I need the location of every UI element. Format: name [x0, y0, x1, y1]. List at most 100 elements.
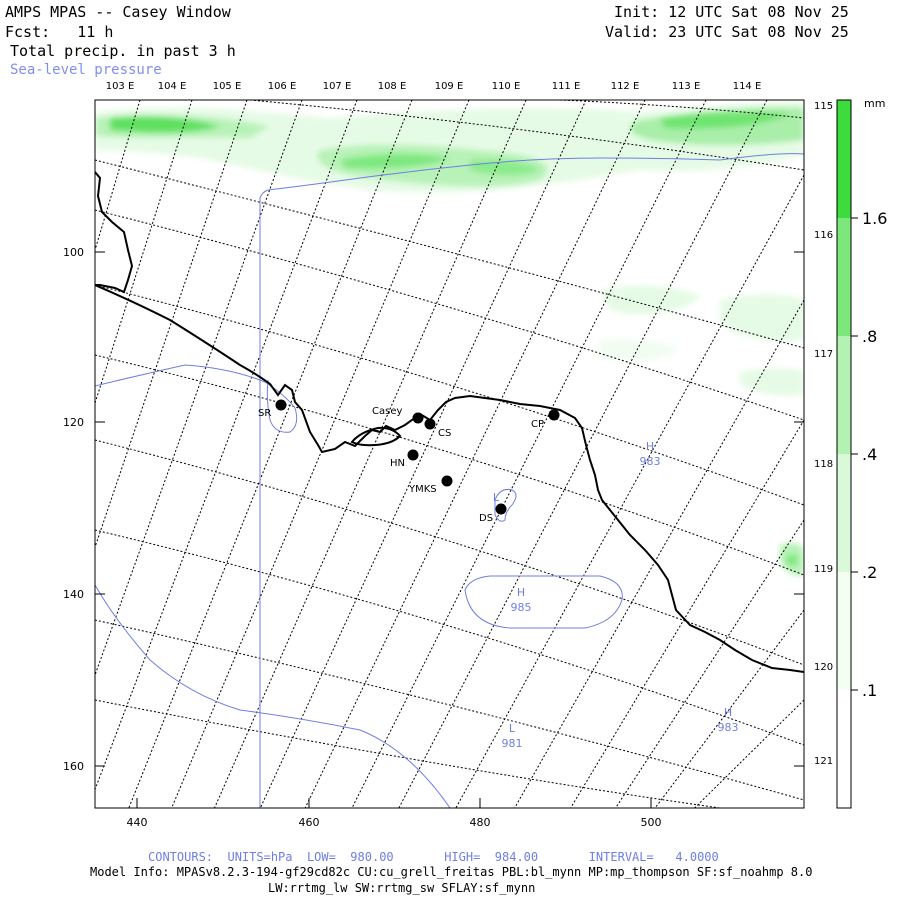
- lon-labels-top: 103 E 104 E 105 E 106 E 107 E 108 E 109 …: [106, 81, 762, 92]
- colorbar-label: .4: [862, 445, 877, 464]
- colorbar-swatch-0: [837, 690, 851, 808]
- y-tick-label: 160: [63, 760, 84, 773]
- x-tick-label: 480: [470, 816, 491, 829]
- y-tick-label: 100: [63, 246, 84, 259]
- longitude-line: [95, 100, 303, 677]
- longitude-line: [570, 419, 804, 808]
- longitude-line: [95, 100, 193, 405]
- field-name: Total precip. in past 3 h: [10, 42, 236, 60]
- longitude-line: [514, 299, 804, 808]
- station-marker-casey: [412, 412, 424, 424]
- lon-label: 107 E: [323, 81, 352, 92]
- pressure-center-value: 985: [511, 601, 532, 614]
- lon-labels-right: 115 E 116 E 117 E 118 E 119 E 120 E 121 …: [814, 101, 843, 767]
- pressure-center-symbol: H: [724, 706, 732, 719]
- station-label: HN: [390, 458, 405, 469]
- lon-label: 103 E: [106, 81, 135, 92]
- lon-label: 121 E: [814, 756, 843, 767]
- lon-label: 120 E: [814, 662, 843, 673]
- longitude-line: [351, 100, 707, 808]
- y-tick-labels: 100 120 140 160: [63, 246, 84, 773]
- station-label: CP: [531, 419, 544, 430]
- station-marker-hn: [407, 449, 419, 461]
- pressure-center-value: 983: [718, 721, 739, 734]
- lon-label: 119 E: [814, 564, 843, 575]
- longitude-line: [95, 100, 358, 791]
- colorbar-swatch-2: [837, 454, 851, 572]
- longitude-line: [398, 100, 768, 808]
- station-label: DS: [479, 513, 493, 524]
- pressure-center-value: 981: [502, 737, 523, 750]
- station-label: SR: [258, 408, 271, 419]
- physics-info: LW:rrtmg_lw SW:rrtmg_sw SFLAY:sf_mynn: [268, 881, 536, 895]
- colorbar-swatch-3: [837, 336, 851, 454]
- lon-label: 108 E: [378, 81, 407, 92]
- colorbar-label: 1.6: [862, 209, 887, 228]
- x-tick-labels: 440 460 480 500: [127, 816, 662, 829]
- lon-label: 111 E: [552, 81, 581, 92]
- longitude-line: [615, 519, 804, 808]
- lon-label: 115 E: [814, 101, 843, 112]
- map-title: AMPS MPAS -- Casey Window: [5, 3, 231, 21]
- lon-label: 116 E: [814, 230, 843, 241]
- y-tick-label: 120: [63, 416, 84, 429]
- coastline: [95, 171, 804, 673]
- station-marker-cp: [548, 409, 560, 421]
- longitude-line: [95, 100, 248, 549]
- longitude-line: [654, 609, 804, 808]
- x-tick-label: 460: [299, 816, 320, 829]
- colorbar-label: .8: [862, 327, 877, 346]
- valid-time: Valid: 23 UTC Sat 08 Nov 25: [605, 23, 849, 41]
- pressure-center-symbol: L: [493, 491, 500, 504]
- longitude-line: [304, 100, 646, 808]
- x-tick-label: 440: [127, 816, 148, 829]
- contour-info: CONTOURS: UNITS=hPa LOW= 980.00 HIGH= 98…: [148, 850, 719, 864]
- longitude-line: [95, 100, 141, 252]
- lon-label: 110 E: [492, 81, 521, 92]
- init-time: Init: 12 UTC Sat 08 Nov 25: [614, 3, 849, 21]
- graticule-lat: [95, 100, 804, 808]
- stations: SR Casey CS CP HN YMKS DS: [258, 399, 560, 524]
- station-label: YMKS: [408, 484, 437, 495]
- lon-label: 109 E: [435, 81, 464, 92]
- colorbar-swatch-1: [837, 572, 851, 690]
- station-marker-cs: [424, 418, 436, 430]
- colorbar: mm .1 .2 .4 .8 1.6: [836, 97, 887, 809]
- colorbar-label: .1: [862, 681, 877, 700]
- plot-frame: [94, 99, 805, 809]
- station-marker-ds: [495, 503, 507, 515]
- longitude-line: [455, 174, 804, 808]
- overlay-name: Sea-level pressure: [10, 62, 162, 78]
- pressure-center-symbol: H: [646, 440, 654, 453]
- slp-contours: [95, 153, 804, 808]
- lon-label: 117 E: [814, 349, 843, 360]
- model-info: Model Info: MPASv8.2.3-194-gf29cd82c CU:…: [90, 865, 813, 879]
- colorbar-swatch-4: [837, 218, 851, 336]
- pressure-centers: H 983 L H 985 H 983 L 981: [493, 440, 739, 750]
- longitude-line: [214, 100, 527, 808]
- lon-label: 118 E: [814, 459, 843, 470]
- axis-ticks: [95, 251, 804, 808]
- longitude-line: [694, 699, 804, 808]
- station-label: CS: [438, 428, 451, 439]
- lon-label: 104 E: [158, 81, 187, 92]
- lon-label: 106 E: [268, 81, 297, 92]
- forecast-hour: Fcst: 11 h: [5, 23, 114, 41]
- pressure-center-symbol: L: [509, 722, 516, 735]
- lon-label: 113 E: [672, 81, 701, 92]
- lon-label: 114 E: [733, 81, 762, 92]
- pressure-center-value: 983: [640, 455, 661, 468]
- graticule-lon: [95, 100, 804, 808]
- colorbar-unit: mm: [864, 97, 885, 110]
- pressure-center-symbol: H: [517, 586, 525, 599]
- longitude-line: [259, 100, 587, 808]
- lon-label: 105 E: [213, 81, 242, 92]
- colorbar-swatch-5: [837, 100, 851, 218]
- y-tick-label: 140: [63, 588, 84, 601]
- lon-label: 112 E: [611, 81, 640, 92]
- station-marker-sr: [275, 399, 287, 411]
- station-label: Casey: [372, 406, 402, 417]
- x-tick-label: 500: [641, 816, 662, 829]
- station-marker-ymks: [441, 475, 453, 487]
